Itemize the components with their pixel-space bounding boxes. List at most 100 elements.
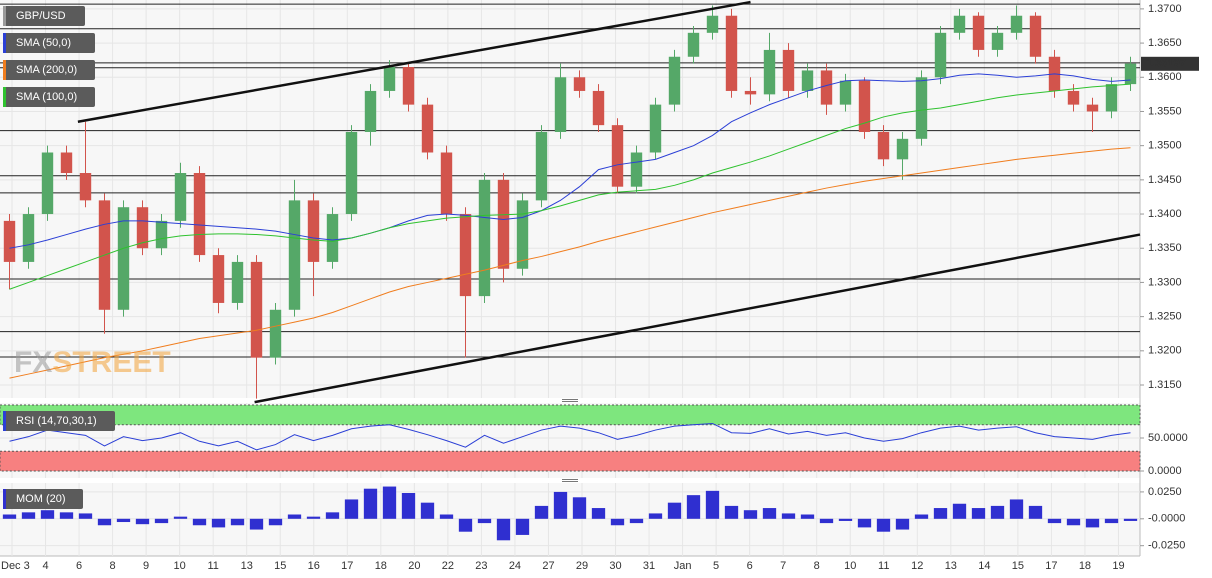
panel-handle[interactable] [560,478,580,483]
candle-body [364,90,377,132]
candle-body [649,104,662,153]
y-tick-label: 1.3600 [1148,71,1182,83]
sma-line [9,147,1131,379]
y-tick-label: 1.3400 [1148,208,1182,220]
legend-box[interactable] [3,60,95,80]
legend-box[interactable] [3,87,95,107]
mom-bar [1066,518,1081,526]
x-tick-label: 4 [42,560,48,572]
x-tick-label: 13 [241,560,253,572]
legend-label[interactable]: SMA (100,0) [16,91,77,103]
panel-handle[interactable] [560,398,580,403]
x-tick-label: 9 [143,560,149,572]
overbought-band [0,404,1141,426]
mom-bar [344,499,359,519]
y-tick-label: 0.0250 [1148,486,1182,498]
price-panel [0,0,1140,398]
x-tick-label: 29 [576,560,588,572]
mom-bar [78,513,93,519]
mom-bar [59,512,74,519]
oversold-band [0,450,1141,472]
legend-box[interactable] [3,489,83,509]
legend-label[interactable]: RSI (14,70,30,1) [16,415,97,427]
y-tick-label: 50.0000 [1148,432,1188,444]
x-tick-label: 17 [341,560,353,572]
legend-label[interactable]: SMA (50,0) [16,37,71,49]
legend-label[interactable]: SMA (200,0) [16,64,77,76]
candle-body [782,49,795,91]
mom-bar [268,518,283,526]
candle-body [1029,15,1042,57]
candle-body [592,90,605,126]
mom-bar [781,513,796,519]
x-tick-label: 10 [844,560,856,572]
legend-label[interactable]: MOM (20) [16,493,66,505]
legend-swatch [3,87,6,107]
candle-body [725,15,738,91]
mom-bar [591,508,606,519]
legend-box[interactable] [3,6,85,26]
mom-bar [971,508,986,519]
mom-bar [325,512,340,519]
trend-line [254,233,1141,404]
x-tick-label: 18 [375,560,387,572]
mom-bar [21,512,36,519]
x-tick-label: 30 [609,560,621,572]
candle-body [896,138,909,160]
mom-bar [724,505,739,519]
candle-body [877,131,890,160]
watermark-part: STREET [52,346,170,379]
mom-bar [838,518,853,521]
candle-body [193,173,206,256]
x-tick-label: 24 [509,560,521,572]
y-tick-label: 1.3350 [1148,242,1182,254]
x-tick-label: 15 [274,560,286,572]
candle-body [497,179,510,269]
candle-body [421,104,434,153]
y-tick-label: -0.0250 [1148,540,1185,552]
mom-bar [990,505,1005,519]
mom-bar [1085,518,1100,528]
mom-bar [705,490,720,519]
mom-bar [1028,505,1043,519]
candle-body [440,152,453,215]
price-tag-label: 1.36197 [1146,58,1186,70]
x-tick-label: 13 [945,560,957,572]
candle-body [155,220,168,249]
candle-body [516,200,529,269]
candle-body [687,32,700,57]
mom-bar [420,502,435,519]
legend-swatch [3,411,6,431]
legend-swatch [3,489,6,509]
candle-body [250,261,263,358]
y-tick-label: 0.0000 [1148,465,1182,477]
y-tick-label: 1.3300 [1148,276,1182,288]
x-tick-label: 23 [475,560,487,572]
candle-body [41,152,54,215]
candle-body [573,77,586,91]
candle-body [1067,90,1080,105]
mom-bar [1104,518,1119,524]
candle-body [269,309,282,358]
x-tick-label: 18 [1079,560,1091,572]
mom-bar [135,518,150,525]
trend-line [77,0,751,123]
mom-bar [211,518,226,528]
candle-body [307,200,320,262]
sma-line [9,83,1131,290]
candle-body [60,152,73,174]
legend-box[interactable] [3,411,115,431]
x-tick-label: 7 [780,560,786,572]
candle-body [839,80,852,105]
candle-body [117,207,130,310]
legend-box[interactable] [3,33,95,53]
legend-label[interactable]: GBP/USD [16,10,66,22]
mom-bar [306,516,321,519]
candle-body [459,214,472,297]
candle-body [345,131,358,215]
legend-swatch [3,6,6,26]
x-tick-label: 6 [747,560,753,572]
x-tick-label: 5 [713,560,719,572]
candle-body [858,80,871,132]
y-tick-label: 1.3650 [1148,37,1182,49]
